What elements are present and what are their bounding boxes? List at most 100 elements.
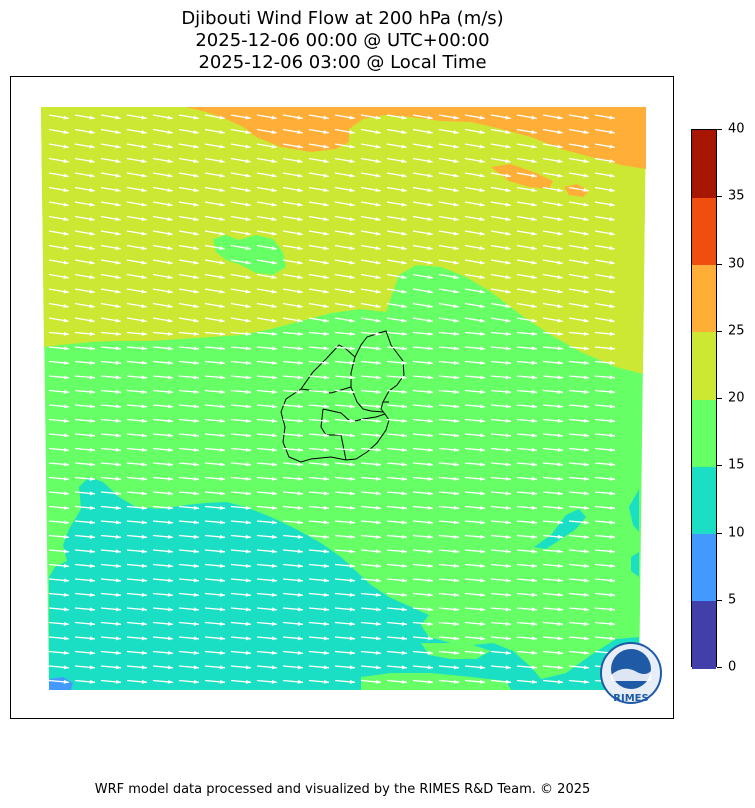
wind-vector-head xyxy=(557,375,563,380)
wind-vector-head xyxy=(245,505,251,510)
wind-vector-head xyxy=(453,389,459,394)
wind-vector-head xyxy=(141,520,147,525)
wind-vector-head xyxy=(505,665,511,670)
wind-vector-head xyxy=(427,130,433,135)
wind-vector-head xyxy=(401,231,407,236)
wind-vector-head xyxy=(63,476,69,481)
wind-vector-head xyxy=(193,592,199,597)
wind-vector-head xyxy=(427,404,433,409)
wind-vector-head xyxy=(427,389,433,394)
wind-vector-head xyxy=(193,275,199,280)
wind-vector-head xyxy=(167,202,173,207)
wind-vector-head xyxy=(557,491,563,496)
wind-vector-head xyxy=(167,679,173,684)
wind-vector-head xyxy=(89,275,95,280)
wind-vector-head xyxy=(401,607,407,612)
wind-vector-head xyxy=(89,520,95,525)
wind-vector-head xyxy=(115,491,121,496)
wind-vector-head xyxy=(115,679,121,684)
wind-vector-head xyxy=(375,375,381,380)
wind-vector-head xyxy=(193,418,199,423)
wind-vector-head xyxy=(531,318,537,323)
wind-vector-head xyxy=(245,563,251,568)
wind-vector-head xyxy=(401,260,407,265)
wind-vector-head xyxy=(219,304,225,309)
wind-vector-head xyxy=(115,476,121,481)
wind-vector-head xyxy=(375,520,381,525)
wind-vector-head xyxy=(479,260,485,265)
wind-vector-head xyxy=(557,665,563,670)
wind-vector-head xyxy=(63,375,69,380)
wind-vector-head xyxy=(375,130,381,135)
wind-vector-head xyxy=(271,159,277,164)
wind-vector-head xyxy=(505,563,511,568)
wind-vector-head xyxy=(219,563,225,568)
wind-vector-head xyxy=(297,462,303,467)
wind-vector-head xyxy=(63,360,69,365)
wind-vector-head xyxy=(505,188,511,193)
wind-vector-head xyxy=(479,246,485,251)
colorbar xyxy=(691,129,717,669)
wind-vector-head xyxy=(167,665,173,670)
wind-vector-head xyxy=(401,520,407,525)
wind-vector-head xyxy=(349,650,355,655)
wind-vector-head xyxy=(557,679,563,684)
wind-vector-head xyxy=(505,144,511,149)
wind-vector-head xyxy=(63,159,69,164)
wind-vector-head xyxy=(219,115,225,120)
wind-vector-head xyxy=(375,289,381,294)
wind-vector-head xyxy=(375,433,381,438)
wind-vector-head xyxy=(531,289,537,294)
wind-vector-head xyxy=(115,360,121,365)
wind-vector-head xyxy=(609,360,615,365)
wind-vector-head xyxy=(609,636,615,641)
wind-vector-head xyxy=(453,476,459,481)
wind-vector-head xyxy=(141,433,147,438)
wind-vector-head xyxy=(297,375,303,380)
wind-vector-head xyxy=(245,231,251,236)
wind-vector-head xyxy=(89,173,95,178)
wind-vector-head xyxy=(349,304,355,309)
wind-vector-head xyxy=(505,621,511,626)
wind-vector-head xyxy=(297,578,303,583)
wind-vector-head xyxy=(89,418,95,423)
wind-vector-head xyxy=(427,650,433,655)
wind-vector-head xyxy=(401,534,407,539)
wind-vector-head xyxy=(141,389,147,394)
wind-vector-head xyxy=(349,447,355,452)
wind-vector-head xyxy=(583,534,589,539)
wind-vector-head xyxy=(245,289,251,294)
wind-vector-head xyxy=(531,665,537,670)
wind-vector-head xyxy=(531,159,537,164)
wind-vector-head xyxy=(219,650,225,655)
wind-vector-head xyxy=(557,389,563,394)
wind-vector-head xyxy=(479,592,485,597)
wind-vector-head xyxy=(63,275,69,280)
wind-vector-head xyxy=(479,389,485,394)
wind-vector-head xyxy=(453,462,459,467)
wind-vector-head xyxy=(349,563,355,568)
wind-vector-head xyxy=(505,289,511,294)
wind-vector-head xyxy=(89,375,95,380)
wind-vector-head xyxy=(167,217,173,222)
wind-vector-head xyxy=(609,447,615,452)
wind-vector-head xyxy=(609,462,615,467)
wind-vector-head xyxy=(141,563,147,568)
wind-vector-head xyxy=(453,534,459,539)
wind-vector-head xyxy=(427,433,433,438)
wind-vector-head xyxy=(245,462,251,467)
wind-vector-head xyxy=(297,621,303,626)
wind-vector-head xyxy=(141,621,147,626)
wind-vector-head xyxy=(505,173,511,178)
wind-vector-head xyxy=(375,360,381,365)
wind-speed-strip-15-20-c xyxy=(361,673,511,690)
wind-vector-head xyxy=(245,173,251,178)
wind-vector-head xyxy=(479,331,485,336)
wind-vector-head xyxy=(323,331,329,336)
wind-vector-head xyxy=(63,607,69,612)
logo-label: RIMES xyxy=(613,693,648,704)
wind-vector-head xyxy=(193,404,199,409)
wind-vector-head xyxy=(609,563,615,568)
colorbar-tick xyxy=(717,667,722,668)
wind-vector-head xyxy=(609,202,615,207)
